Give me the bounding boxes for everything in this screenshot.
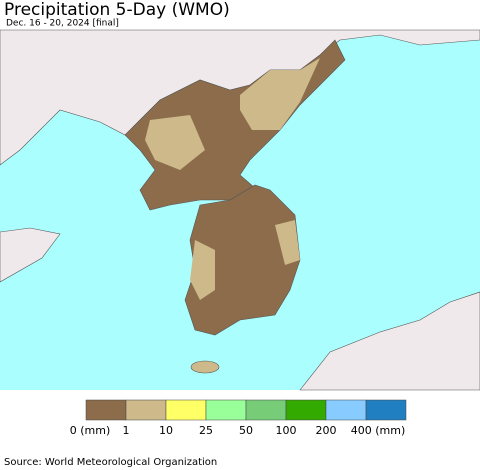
precip-zone [190, 240, 215, 300]
legend-label: 100 [276, 424, 297, 437]
legend: 0 (mm) 1 10 25 50 100 200 400 (mm) [70, 399, 407, 437]
legend-label: 200 [316, 424, 337, 437]
precip-zone [275, 220, 300, 265]
legend-label: 1 [123, 424, 130, 437]
legend-label: 0 (mm) [70, 424, 111, 437]
map [0, 29, 480, 391]
shandong [0, 227, 61, 283]
legend-swatch [85, 399, 127, 421]
legend-swatch [165, 399, 207, 421]
legend-swatch [285, 399, 327, 421]
japan [299, 291, 480, 391]
legend-label: 10 [159, 424, 173, 437]
title: Precipitation 5-Day (WMO) [4, 0, 230, 20]
legend-label: 400 (mm) [351, 424, 406, 437]
subtitle: Dec. 16 - 20, 2024 [final] [6, 19, 119, 29]
legend-swatch [205, 399, 247, 421]
precip-zone [240, 58, 320, 130]
legend-swatch [325, 399, 367, 421]
source: Source: World Meteorological Organizatio… [4, 457, 217, 468]
legend-swatch [365, 399, 407, 421]
legend-swatch [245, 399, 287, 421]
legend-label: 25 [199, 424, 213, 437]
precip-zone [145, 115, 205, 170]
legend-swatch [125, 399, 167, 421]
jeju [190, 360, 220, 374]
legend-label: 50 [239, 424, 253, 437]
